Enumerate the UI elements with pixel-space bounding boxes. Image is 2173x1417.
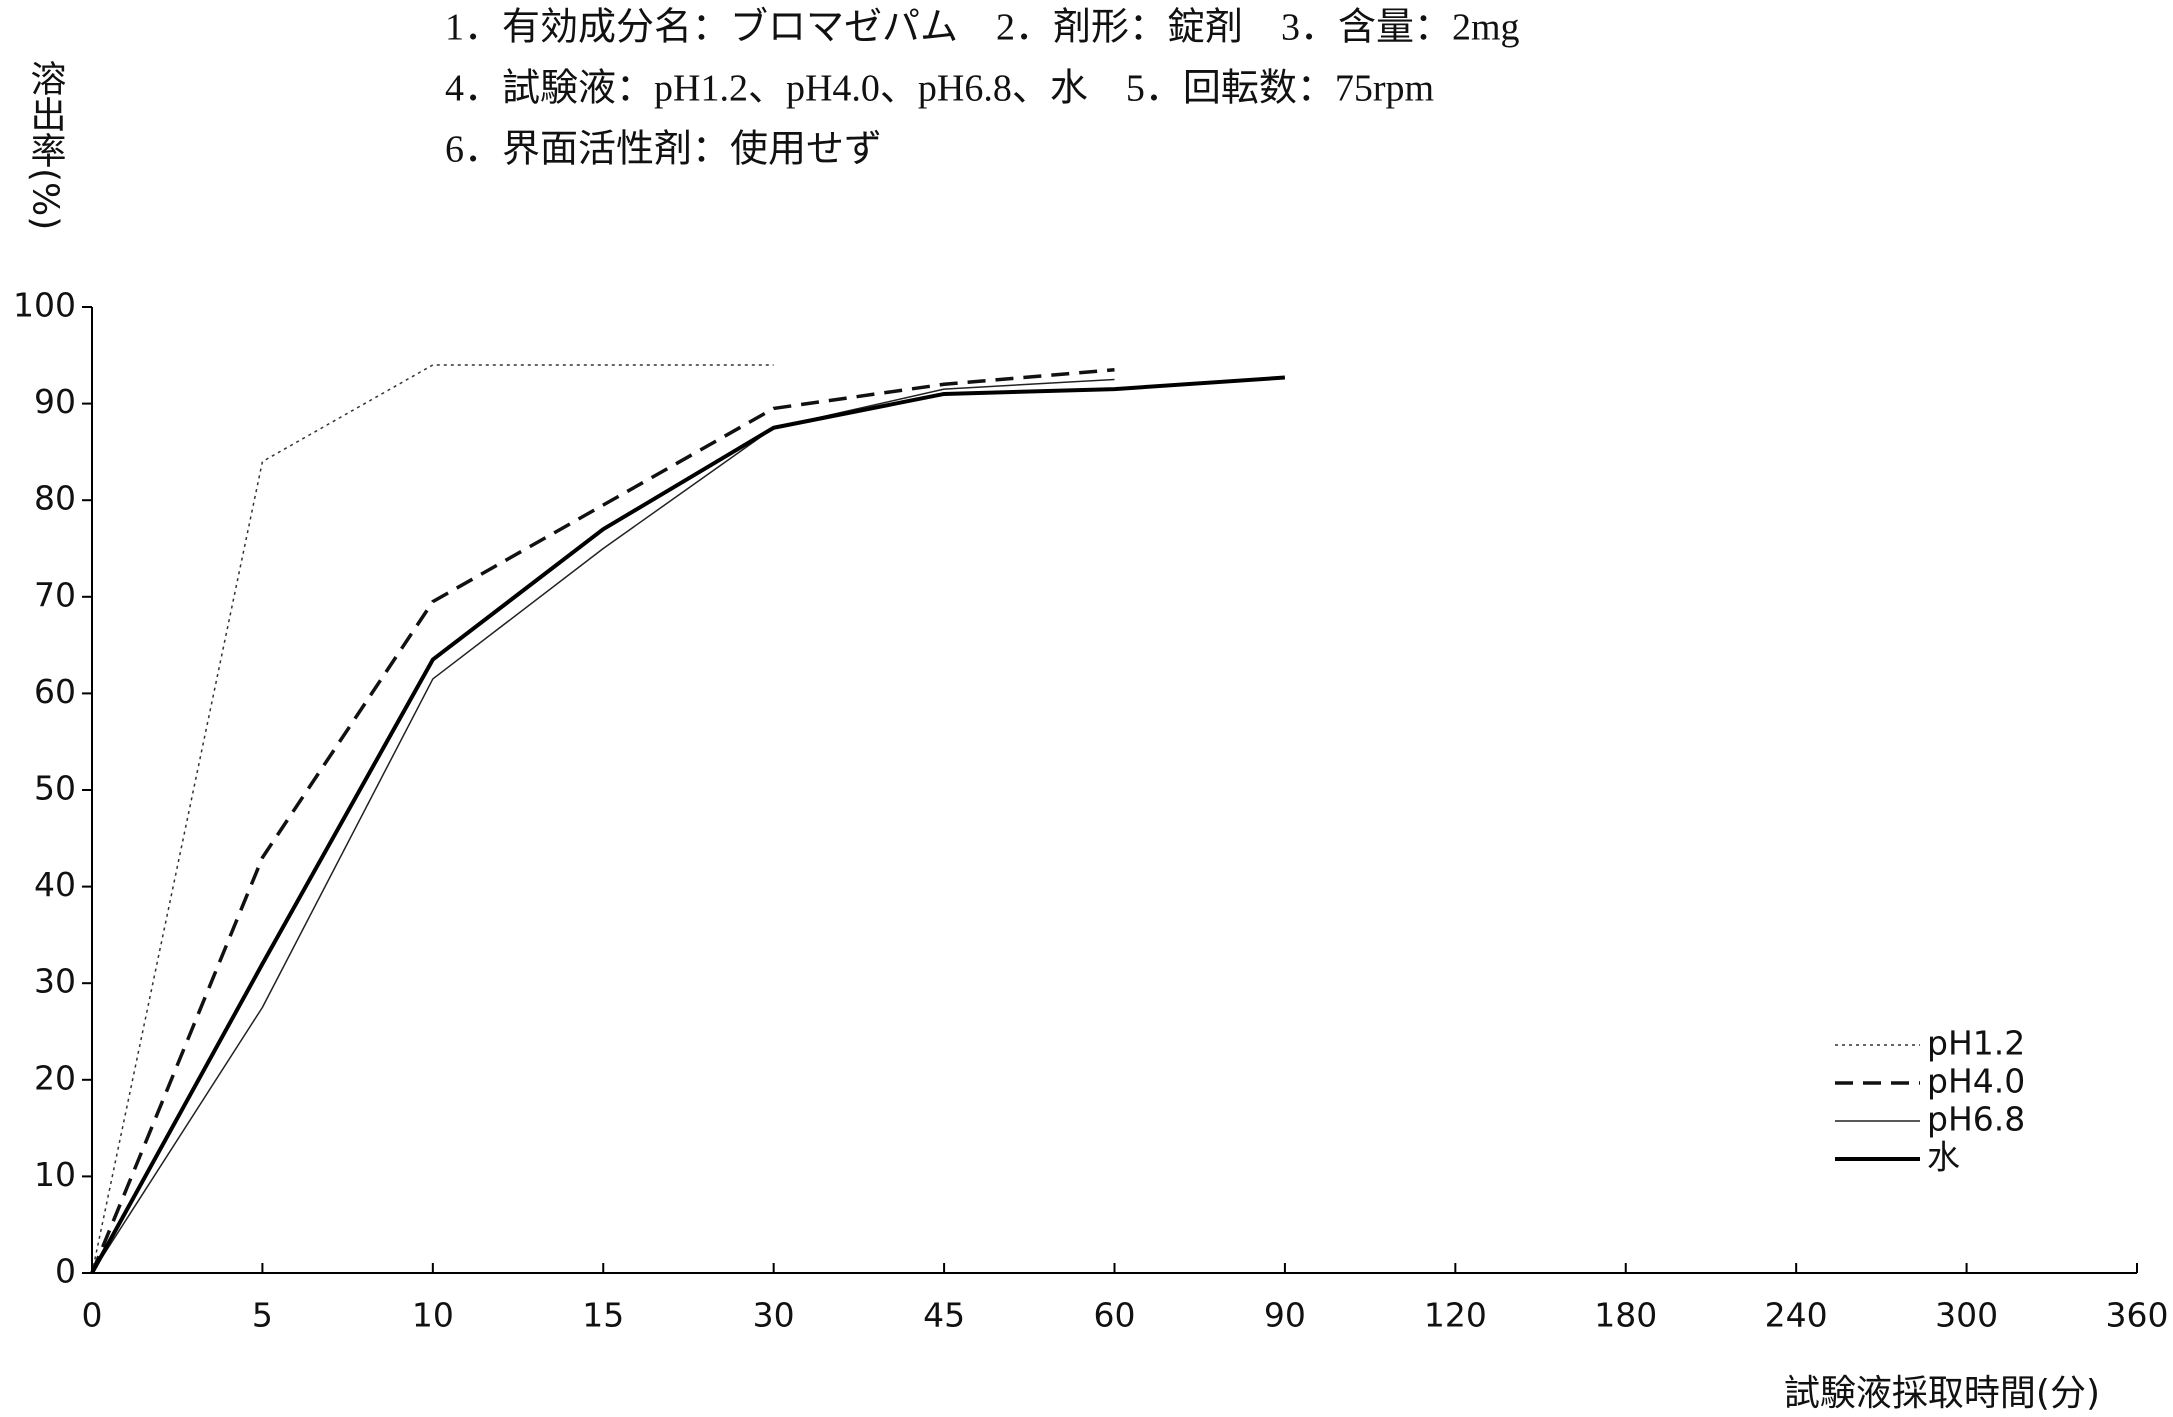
x-axis-label: 試験液採取時間(分): [1784, 1373, 2100, 1414]
title-line: 6．界面活性剤：使用せず: [445, 129, 882, 171]
x-tick-label: 30: [753, 1296, 795, 1335]
y-tick-label: 30: [34, 962, 76, 1001]
x-tick-label: 60: [1094, 1296, 1136, 1335]
series-line: [90, 375, 1286, 1274]
y-tick-label: 10: [34, 1155, 76, 1194]
y-axis-label: 溶出率(%): [25, 60, 66, 231]
legend-label: pH4.0: [1927, 1062, 2025, 1101]
title-line: 1．有効成分名：ブロマゼパム 2．剤形：錠剤 3．含量：2mg: [445, 7, 1520, 49]
x-tick-label: 360: [2106, 1296, 2169, 1335]
y-tick-label: 40: [34, 865, 76, 904]
x-tick-label: 300: [1935, 1296, 1998, 1335]
y-tick-label: 100: [13, 286, 76, 325]
series-line: [91, 364, 774, 1274]
y-tick-label: 80: [34, 479, 76, 518]
x-tick-label: 240: [1765, 1296, 1828, 1335]
legend-label: 水: [1927, 1138, 1960, 1177]
x-tick-label: 15: [582, 1296, 624, 1335]
x-tick-label: 10: [412, 1296, 454, 1335]
y-tick-label: 20: [34, 1058, 76, 1097]
x-tick-label: 180: [1594, 1296, 1657, 1335]
x-tick-label: 90: [1264, 1296, 1306, 1335]
title-line: 4．試験液：pH1.2、pH4.0、pH6.8、水 5．回転数：75rpm: [445, 68, 1434, 110]
y-tick-label: 60: [34, 672, 76, 711]
y-tick-label: 90: [34, 382, 76, 421]
x-tick-label: 0: [82, 1296, 103, 1335]
y-tick-label: 50: [34, 769, 76, 808]
x-tick-label: 45: [923, 1296, 965, 1335]
y-tick-label: 70: [34, 575, 76, 614]
legend-label: pH6.8: [1927, 1100, 2025, 1139]
x-tick-label: 5: [252, 1296, 273, 1335]
x-tick-label: 120: [1424, 1296, 1487, 1335]
series-line: [91, 378, 1115, 1274]
legend-label: pH1.2: [1927, 1024, 2025, 1063]
series-line: [90, 368, 1115, 1274]
y-tick-label: 0: [55, 1252, 76, 1291]
